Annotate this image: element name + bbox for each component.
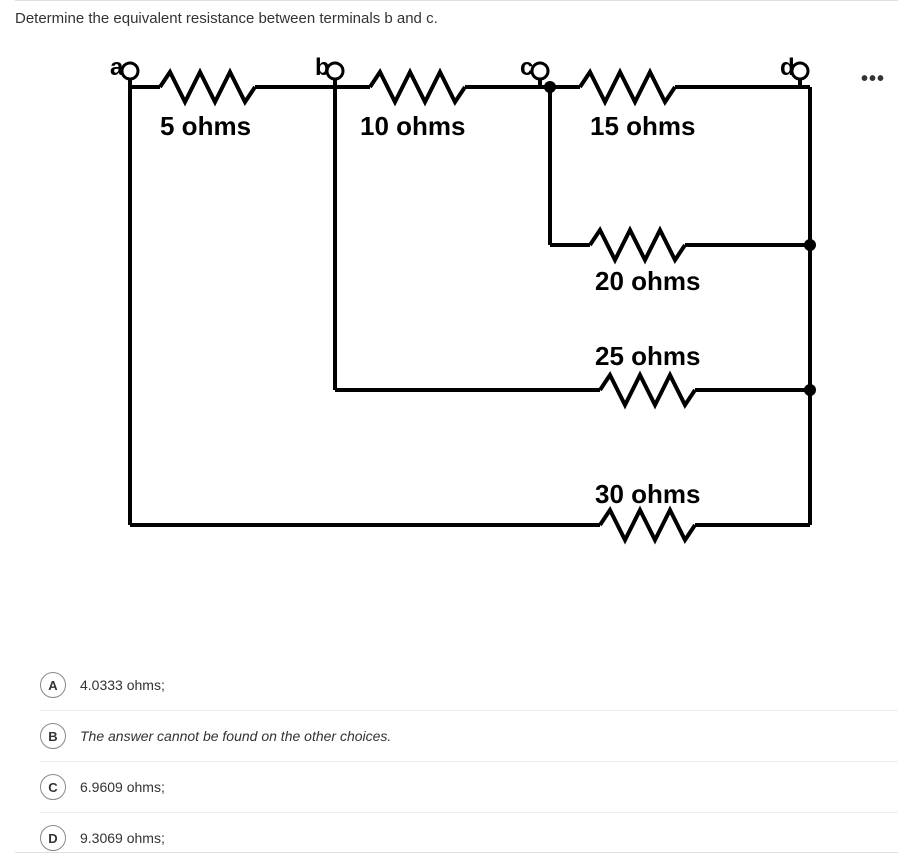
choice-letter: B <box>40 723 66 749</box>
question-text: Determine the equivalent resistance betw… <box>15 10 438 27</box>
choice-row[interactable]: B The answer cannot be found on the othe… <box>40 711 898 762</box>
terminal-c-node <box>532 63 548 79</box>
choice-text: 4.0333 ohms; <box>80 677 165 693</box>
more-options-icon[interactable]: ••• <box>861 68 885 91</box>
resistor-30-label: 30 ohms <box>595 479 701 509</box>
choice-text: 9.3069 ohms; <box>80 830 165 846</box>
terminal-d-label: d <box>780 54 795 81</box>
choice-text: 6.9609 ohms; <box>80 779 165 795</box>
choice-letter: A <box>40 672 66 698</box>
choice-row[interactable]: D 9.3069 ohms; <box>40 813 898 863</box>
answer-choices: A 4.0333 ohms; B The answer cannot be fo… <box>40 660 898 863</box>
choice-letter: C <box>40 774 66 800</box>
choice-row[interactable]: A 4.0333 ohms; <box>40 660 898 711</box>
resistor-25-label: 25 ohms <box>595 341 701 371</box>
choice-text: The answer cannot be found on the other … <box>80 728 391 744</box>
choice-row[interactable]: C 6.9609 ohms; <box>40 762 898 813</box>
resistor-15-label: 15 ohms <box>590 111 696 141</box>
choice-letter: D <box>40 825 66 851</box>
terminal-b-label: b <box>315 54 330 81</box>
terminal-a-node <box>122 63 138 79</box>
terminal-c-label: c <box>520 54 533 81</box>
terminal-a-label: a <box>110 54 124 81</box>
resistor-20-label: 20 ohms <box>595 266 701 296</box>
resistor-10-label: 10 ohms <box>360 111 466 141</box>
resistor-5-label: 5 ohms <box>160 111 251 141</box>
circuit-diagram: a b c d 5 ohms 10 ohms 15 ohms 20 ohms 2… <box>50 45 850 565</box>
top-divider <box>15 0 898 1</box>
circuit-svg: a b c d 5 ohms 10 ohms 15 ohms 20 ohms 2… <box>50 45 850 565</box>
